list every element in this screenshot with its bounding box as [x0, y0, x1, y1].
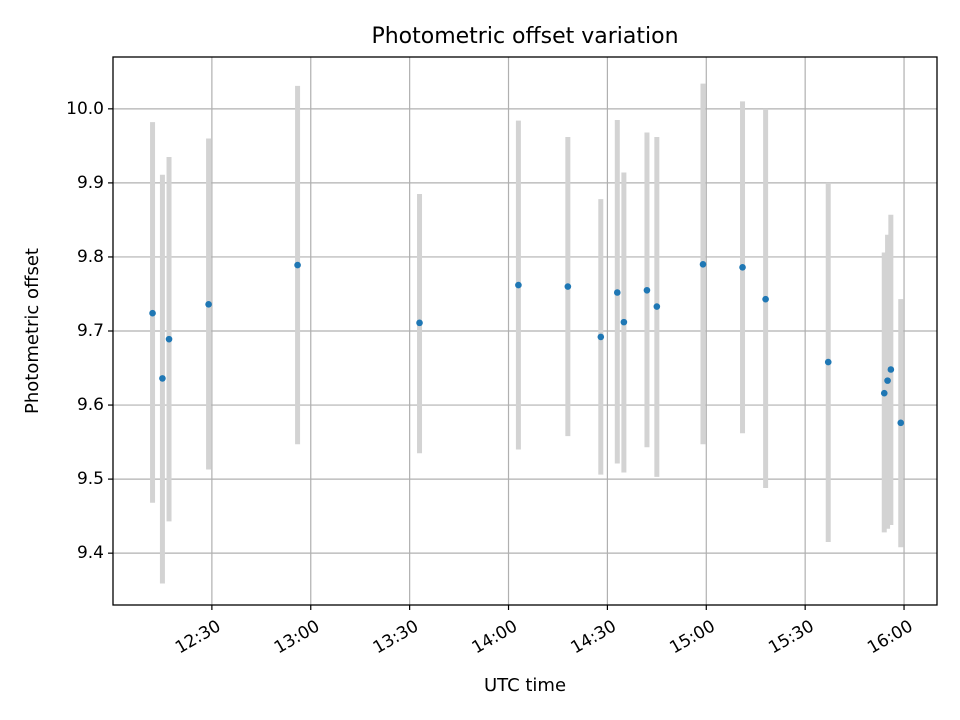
data-point [149, 309, 156, 317]
data-point [416, 319, 423, 327]
chart-title: Photometric offset variation [371, 24, 678, 49]
data-point [824, 358, 832, 366]
data-point [205, 301, 212, 308]
y-tick-label: 9.6 [77, 395, 104, 415]
data-point [613, 289, 621, 296]
data-point [515, 281, 522, 289]
data-point [294, 261, 301, 269]
data-point [880, 389, 888, 397]
y-tick-label: 9.8 [77, 247, 104, 267]
data-point [165, 335, 173, 343]
y-axis-label: Photometric offset [22, 248, 43, 414]
data-point [739, 264, 746, 271]
data-point [643, 286, 651, 294]
data-point [699, 261, 707, 268]
y-tick-label: 9.9 [77, 173, 104, 193]
data-point [653, 303, 661, 310]
y-tick-label: 9.7 [77, 321, 104, 341]
y-tick-label: 9.5 [77, 469, 104, 489]
data-point [887, 366, 895, 373]
grid-layer [113, 57, 937, 605]
data-point [597, 333, 605, 341]
data-point [159, 375, 166, 382]
point-layer [149, 261, 905, 427]
data-point [564, 283, 572, 290]
y-tick-label: 10.0 [66, 99, 104, 119]
y-tick-label: 9.4 [77, 543, 104, 563]
x-axis-label: UTC time [484, 675, 566, 696]
data-point [897, 419, 905, 427]
data-point [762, 295, 769, 303]
data-point [884, 377, 891, 384]
data-point [620, 318, 628, 326]
